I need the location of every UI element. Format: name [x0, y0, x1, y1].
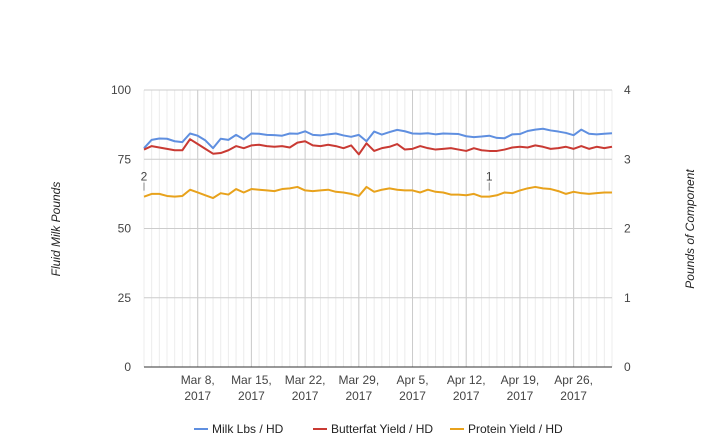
axis-layer: 0 25 50 75 100 0 1 2 3 4 Mar 8, 2017 Mar 15, 2017 Mar … — [111, 83, 631, 403]
legend-item-3[interactable]: Protein Yield / HD — [450, 422, 563, 436]
legend-label: Butterfat Yield / HD — [331, 422, 433, 436]
legend-item-2[interactable]: Butterfat Yield / HD — [313, 422, 433, 436]
left-y-tick-label: 50 — [118, 222, 132, 236]
series-line-1 — [143, 127, 613, 150]
x-tick-label: Apr 19, 2017 — [501, 373, 540, 403]
right-y-tick-label: 3 — [624, 152, 631, 166]
annotation-label[interactable]: 1 — [486, 170, 493, 184]
series-line-2 — [143, 138, 613, 156]
right-y-tick-label: 0 — [624, 360, 631, 374]
left-y-tick-label: 75 — [118, 152, 132, 166]
x-tick-label: Mar 8, 2017 — [181, 373, 215, 403]
grid-layer — [143, 89, 613, 368]
legend-label: Protein Yield / HD — [468, 422, 563, 436]
left-y-tick-label: 0 — [124, 360, 131, 374]
x-tick-label: Mar 22, 2017 — [285, 373, 326, 403]
right-y-tick-label: 1 — [624, 291, 631, 305]
left-y-tick-label: 25 — [118, 291, 132, 305]
x-tick-label: Apr 26, 2017 — [554, 373, 593, 403]
series-layer — [143, 127, 613, 200]
x-tick-label: Apr 12, 2017 — [447, 373, 486, 403]
x-tick-label: Apr 5, 2017 — [397, 373, 429, 403]
annotation-label[interactable]: 2 — [141, 170, 148, 184]
left-axis-title: Fluid Milk Pounds — [49, 182, 63, 277]
right-y-tick-label: 2 — [624, 222, 631, 236]
x-tick-label: Mar 29, 2017 — [338, 373, 379, 403]
legend: Milk Lbs / HD Butterfat Yield / HD Protein… — [194, 422, 563, 436]
legend-item-1[interactable]: Milk Lbs / HD — [194, 422, 284, 436]
series-line-3 — [143, 185, 612, 200]
x-tick-label: Mar 15, 2017 — [231, 373, 272, 403]
left-y-tick-label: 100 — [111, 83, 131, 97]
legend-label: Milk Lbs / HD — [212, 422, 284, 436]
right-y-tick-label: 4 — [624, 83, 631, 97]
right-axis-title: Pounds of Component — [683, 169, 697, 289]
